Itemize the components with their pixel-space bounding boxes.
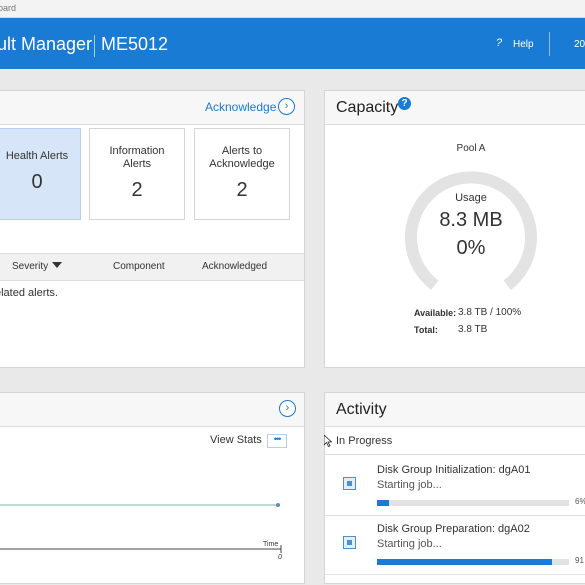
disk-group-icon [343,477,356,490]
x-axis-tick: 0 [278,554,282,561]
capacity-panel-header: Capacity ? [325,91,585,125]
tile-count: 0 [31,171,43,193]
performance-series-point [276,503,280,507]
usage-value: 8.3 MB [439,209,503,231]
in-progress-section[interactable]: In Progress [325,428,585,455]
sort-down-icon[interactable] [52,262,63,268]
help-link[interactable]: Help [513,39,534,50]
tile-count: 2 [131,179,143,201]
information-alerts-tile[interactable]: Information Alerts 2 [89,128,185,220]
help-icon[interactable]: ? [496,37,503,49]
browser-tab-title[interactable]: oard [0,3,17,13]
in-progress-label: In Progress [336,435,393,447]
job-progress-bar [377,559,569,565]
available-value: 3.8 TB / 100% [458,307,522,318]
alerts-empty-message: elated alerts. [0,287,58,299]
app-title: ult Manager [0,34,93,54]
header-divider-right [549,32,550,56]
job-title: Disk Group Preparation: dgA02 [377,523,530,535]
alerts-table-header: Severity Component Acknowledged [0,253,304,281]
x-axis-label: Time [263,541,278,548]
job-item[interactable]: Disk Group Initialization: dgA01 Startin… [325,457,585,516]
job-progress-fill [377,500,389,506]
tile-count: 2 [236,179,248,201]
job-percent: 91 [575,556,584,565]
header-date: 20 [574,39,585,50]
header-divider [94,35,95,57]
activity-panel: Activity In Progress Disk Group Initiali… [324,392,585,584]
pool-name: Pool A [456,143,486,154]
job-percent: 6% [575,497,585,506]
tile-label: Information Alerts [109,145,165,170]
job-title: Disk Group Initialization: dgA01 [377,464,531,476]
disk-group-icon [343,536,356,549]
acknowledge-link[interactable]: Acknowledge [205,100,277,114]
tile-label: Alerts to Acknowledge [209,145,275,170]
capacity-title: Capacity [336,99,399,116]
job-progress-fill [377,559,552,565]
job-status: Starting job... [377,538,442,550]
question-mark-icon[interactable]: ? [398,97,411,110]
performance-expand-chevron-icon[interactable]: › [279,400,296,417]
component-column-header[interactable]: Component [113,261,165,272]
performance-panel: › View Stats ••• Time 0 [0,392,305,584]
alerts-panel: Acknowledge › Health Alerts 0 Informatio… [0,90,305,368]
severity-column-label: Severity [12,261,49,272]
available-label: Available: [414,308,457,318]
view-stats-label[interactable]: View Stats [210,434,262,446]
alerts-to-acknowledge-tile[interactable]: Alerts to Acknowledge 2 [194,128,290,220]
tile-label: Health Alerts [5,150,69,162]
activity-title: Activity [336,401,387,418]
usage-label: Usage [455,192,487,204]
total-value: 3.8 TB [458,324,488,335]
job-item[interactable]: Disk Group Preparation: dgA02 Starting j… [325,516,585,575]
alerts-panel-header: Acknowledge › [0,91,304,125]
gauge-track [405,171,537,290]
total-label: Total: [414,325,438,335]
severity-column-header[interactable]: Severity [12,261,63,272]
job-progress-bar [377,500,569,506]
acknowledged-column-header[interactable]: Acknowledged [202,261,268,272]
activity-panel-header: Activity [325,393,585,427]
browser-tab-strip: oard [0,0,585,18]
usage-percent: 0% [456,237,486,259]
performance-panel-header: › [0,393,304,427]
alerts-expand-chevron-icon[interactable]: › [278,98,295,115]
more-options-icon[interactable]: ••• [267,434,287,448]
capacity-gauge [405,171,537,290]
system-model: ME5012 [101,34,169,54]
performance-chart: Time 0 [0,503,282,561]
health-alerts-tile[interactable]: Health Alerts 0 [0,128,81,220]
mouse-pointer-icon [324,435,332,447]
app-header: ult Manager ME5012 ? Help 20 [0,18,585,69]
capacity-panel: Capacity ? Pool A Usage 8.3 MB 0% Availa… [324,90,585,368]
job-status: Starting job... [377,479,442,491]
